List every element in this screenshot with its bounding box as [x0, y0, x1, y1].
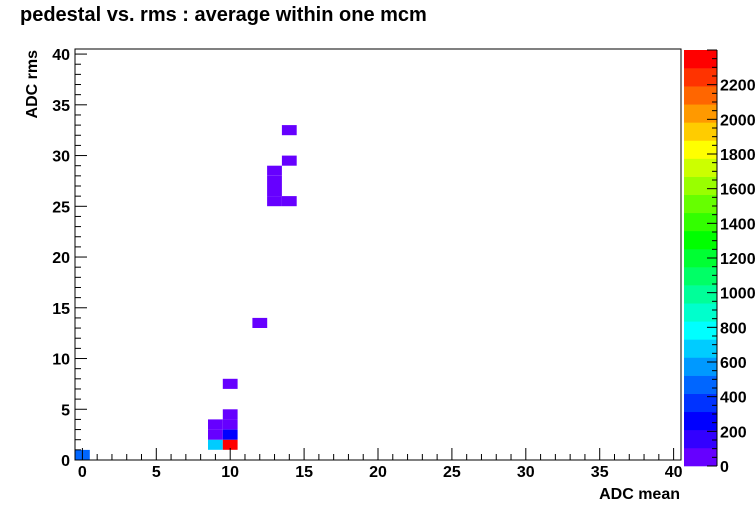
color-scale-label: 2200	[720, 78, 756, 95]
x-tick-label: 30	[517, 464, 535, 481]
color-scale-band	[684, 230, 717, 250]
color-scale-label: 1400	[720, 216, 756, 233]
x-tick-label: 10	[221, 464, 239, 481]
heatmap-cells	[75, 125, 297, 460]
heatmap-cell	[281, 125, 297, 136]
color-scale-bar: 0 200 400 600 800 1000 1200 1400 1600 1800 2000 220…	[684, 49, 756, 476]
y-tick-label: 20	[52, 250, 70, 267]
heatmap-cell	[267, 196, 282, 207]
y-axis: 0 5 10 15 20 25 30 35 40	[52, 47, 87, 470]
color-scale-band	[684, 176, 717, 195]
color-scale-label: 800	[720, 320, 747, 337]
y-tick-label: 0	[61, 453, 70, 470]
color-scale-band	[684, 122, 717, 141]
x-tick-label: 0	[78, 464, 87, 481]
color-scale-label: 1600	[720, 182, 756, 199]
heatmap-cell	[222, 439, 238, 450]
heatmap-cell	[208, 429, 223, 440]
color-scale-band	[684, 248, 717, 268]
color-scale-band	[684, 285, 717, 304]
heatmap-cell	[267, 175, 282, 186]
color-scale-band	[684, 303, 717, 322]
heatmap-cell	[222, 409, 238, 420]
x-tick-label: 25	[443, 464, 461, 481]
color-scale-band	[684, 50, 717, 69]
color-scale-label: 1000	[720, 286, 756, 303]
color-scale-band	[684, 339, 717, 358]
y-tick-label: 35	[52, 98, 70, 115]
heatmap-cell	[208, 439, 223, 450]
y-tick-label: 10	[52, 352, 70, 369]
color-scale-band	[684, 212, 717, 232]
color-scale-band	[684, 357, 717, 376]
color-scale-band	[684, 447, 717, 467]
color-scale-band	[684, 86, 717, 105]
color-scale-band	[684, 140, 717, 159]
color-scale-label: 400	[720, 390, 747, 407]
color-scale-band	[684, 393, 717, 413]
color-scale-band	[684, 194, 717, 214]
y-tick-label: 30	[52, 149, 70, 166]
color-scale-band	[684, 68, 717, 87]
chart-title: pedestal vs. rms : average within one mc…	[20, 4, 427, 26]
x-tick-label: 5	[152, 464, 161, 481]
y-axis-label: ADC rms	[24, 50, 41, 119]
color-scale-label: 0	[720, 459, 729, 476]
x-tick-label: 20	[369, 464, 387, 481]
color-scale-band	[684, 104, 717, 123]
y-tick-label: 40	[52, 47, 70, 64]
color-scale-label: 600	[720, 355, 747, 372]
heatmap-cell	[222, 429, 238, 440]
heatmap-cell	[208, 419, 223, 430]
x-tick-label: 35	[591, 464, 609, 481]
color-scale-label: 1800	[720, 147, 756, 164]
color-scale-band	[684, 411, 717, 431]
color-scale-band	[684, 321, 717, 340]
x-axis-label: ADC mean	[599, 486, 680, 503]
x-axis: 0 5 10 15 20 25 30 35 40	[78, 448, 683, 481]
y-tick-label: 15	[52, 301, 70, 318]
heatmap-cell	[222, 419, 238, 430]
color-scale-band	[684, 429, 717, 449]
color-scale-band	[684, 375, 717, 394]
heatmap-cell	[281, 155, 297, 166]
heatmap-cell	[267, 165, 282, 176]
heatmap-cell	[252, 317, 268, 328]
color-scale-label: 2000	[720, 112, 756, 129]
x-tick-label: 15	[295, 464, 313, 481]
y-tick-label: 5	[61, 402, 70, 419]
heatmap-cell	[222, 378, 238, 389]
heatmap-cell	[267, 186, 282, 197]
y-tick-label: 25	[52, 199, 70, 216]
plot-frame	[74, 48, 682, 461]
color-scale-label: 1200	[720, 251, 756, 268]
color-scale-band	[684, 158, 717, 177]
heatmap-cell	[281, 196, 297, 207]
x-tick-label: 40	[665, 464, 683, 481]
color-scale-label: 200	[720, 424, 747, 441]
color-scale-band	[684, 267, 717, 286]
